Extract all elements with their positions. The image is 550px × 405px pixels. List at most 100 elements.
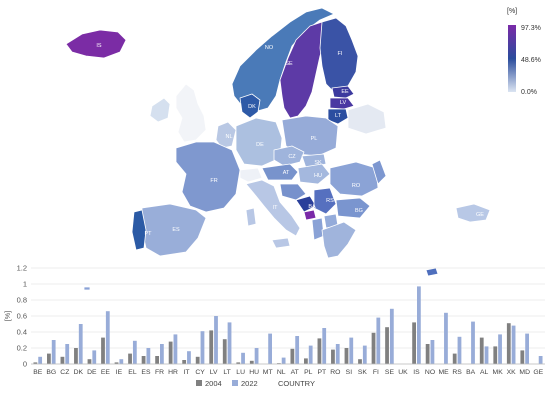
region-ie: [149, 97, 171, 123]
y-axis-label: [%]: [5, 311, 12, 321]
bar-2004: [452, 353, 457, 364]
bar-2022: [119, 359, 124, 364]
bar-2004: [155, 356, 159, 364]
bar-2022: [51, 340, 56, 364]
x-tick-label: BG: [46, 369, 56, 376]
map-label: BA: [308, 204, 316, 210]
bar-2022: [214, 316, 218, 364]
map-label: CZ: [288, 154, 296, 160]
bar-2022: [295, 336, 300, 364]
region-nl: [215, 121, 237, 149]
map-label: PT: [144, 231, 152, 237]
x-tick-label: MT: [263, 369, 273, 376]
map-label: SE: [285, 61, 293, 67]
region-ee: [331, 85, 355, 99]
x-tick-label: NO: [425, 369, 435, 376]
colorbar-unit: [%]: [507, 8, 517, 15]
colorbar-tick: 48.6%: [521, 57, 541, 64]
bar-2022: [254, 348, 259, 364]
x-tick-label: EL: [128, 369, 137, 376]
y-tick-label: 0.2: [17, 344, 27, 353]
map-label: NO: [265, 45, 274, 51]
bar-2022: [389, 308, 394, 364]
region-pt: [131, 209, 147, 251]
region-ch: [239, 167, 263, 183]
map-label: DK: [248, 104, 256, 110]
x-tick-label: SK: [358, 369, 368, 376]
x-axis-label: COUNTRY: [278, 379, 315, 388]
region-el: [321, 221, 357, 259]
bar-2022: [281, 357, 286, 364]
map-label: IT: [273, 205, 279, 211]
x-tick-label: CZ: [60, 369, 69, 376]
map-label: SK: [314, 160, 322, 166]
x-tick-label: HR: [168, 369, 178, 376]
region-mt: [83, 286, 91, 291]
x-tick-label: DE: [87, 369, 97, 376]
legend-swatch: [196, 380, 202, 386]
bar-2004: [479, 337, 484, 364]
x-tick-label: LT: [223, 369, 230, 376]
bar-2022: [511, 325, 516, 364]
bar-2022: [471, 321, 475, 364]
x-tick-label: BA: [466, 369, 476, 376]
bar-2022: [525, 333, 529, 364]
y-tick-label: 1: [23, 280, 27, 289]
bar-2022: [417, 286, 421, 364]
bar-2004: [425, 344, 430, 364]
bar-2004: [47, 353, 51, 364]
bar-2022: [335, 344, 340, 364]
bar-2004: [182, 360, 187, 364]
map-label: ES: [172, 227, 180, 233]
x-tick-label: AL: [480, 369, 489, 376]
region-cz: [273, 145, 305, 167]
bar-2004: [87, 359, 92, 364]
bar-2004: [74, 348, 78, 364]
map-label: GE: [476, 212, 484, 218]
map-label: RS: [326, 198, 334, 204]
x-tick-label: NL: [277, 369, 286, 376]
x-tick-label: MK: [493, 369, 504, 376]
bar-2004: [290, 348, 295, 364]
region-me: [303, 209, 317, 221]
region-cy: [425, 267, 439, 277]
region-hr: [279, 183, 307, 201]
x-tick-label: BE: [33, 369, 43, 376]
bar-2022: [227, 322, 232, 364]
region-it: [245, 179, 301, 237]
bar-2022: [105, 311, 110, 364]
x-tick-label: IS: [413, 369, 420, 376]
x-tick-label: LU: [236, 369, 245, 376]
bar-2004: [222, 339, 227, 364]
bar-2022: [376, 317, 381, 364]
bar-2004: [493, 346, 498, 364]
map-label: LT: [335, 113, 342, 119]
region-se: [279, 21, 327, 119]
y-tick-label: 0.4: [17, 328, 27, 337]
colorbar: [%] 97.3% 48.6% 0.0%: [507, 8, 541, 96]
legend-label: 2022: [241, 379, 258, 388]
bar-2022: [173, 334, 178, 364]
region-al: [311, 217, 325, 241]
legend-swatch: [232, 380, 238, 386]
x-tick-label: IE: [116, 369, 123, 376]
bar-2004: [33, 362, 38, 364]
region-at: [261, 163, 299, 181]
map-label: NL: [225, 134, 232, 140]
bar-2004: [506, 323, 511, 364]
bar-2022: [349, 337, 354, 364]
bar-2004: [209, 330, 214, 364]
bar-2004: [114, 362, 119, 364]
map-label: AT: [283, 170, 290, 176]
map-label: DE: [256, 142, 264, 148]
bar-2004: [371, 332, 376, 364]
bar-2004: [101, 337, 105, 364]
y-tick-label: 0.8: [17, 296, 27, 305]
bar-2022: [65, 344, 70, 364]
region-lt: [327, 108, 349, 125]
map-label: EE: [341, 89, 349, 95]
region-by: [347, 103, 387, 135]
bar-2022: [268, 333, 272, 364]
